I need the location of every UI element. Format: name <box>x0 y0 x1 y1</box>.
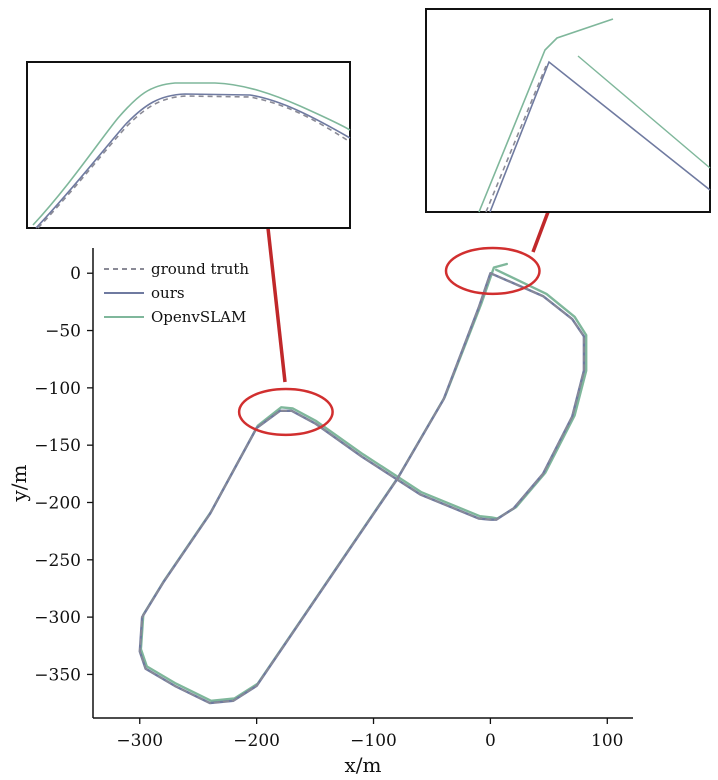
inset-origin-ours-line <box>489 60 711 213</box>
inset-peak-ground-truth-line <box>37 95 351 229</box>
inset-peak-openvslam-line <box>32 82 351 226</box>
y-ticks: 0 −50 −100 −150 −200 −250 −300 −350 <box>34 264 93 685</box>
inset-zoom-origin <box>425 8 711 213</box>
y-tick-label: −300 <box>34 608 81 628</box>
legend-label-ours: ours <box>151 284 185 302</box>
y-tick-label: −200 <box>34 493 81 513</box>
y-tick-label: −50 <box>45 322 81 342</box>
y-axis-title: y/m <box>7 464 31 502</box>
x-tick-label: −100 <box>350 731 397 751</box>
zoom-circles <box>237 246 541 437</box>
x-tick-label: 100 <box>591 731 623 751</box>
inset-peak-ours-line <box>35 93 351 229</box>
legend: ground truth ours OpenvSLAM <box>104 260 249 326</box>
y-tick-label: −100 <box>34 379 81 399</box>
legend-label-ground-truth: ground truth <box>151 260 249 278</box>
x-axis-title: x/m <box>345 753 382 777</box>
inset-zoom-peak <box>26 61 351 229</box>
x-ticks: −300 −200 −100 0 100 <box>116 718 624 751</box>
series-line-ours <box>138 272 586 705</box>
legend-label-openvslam: OpenvSLAM <box>151 308 246 326</box>
y-tick-label: −250 <box>34 551 81 571</box>
zoom-circle-1 <box>237 387 334 437</box>
series-group <box>138 262 588 705</box>
series-line-openvslam <box>139 262 588 702</box>
connector-line-origin <box>531 211 550 253</box>
y-tick-label: −150 <box>34 436 81 456</box>
y-tick-label: 0 <box>70 264 81 284</box>
y-tick-label: −350 <box>34 665 81 685</box>
inset-origin-openvslam-return-line <box>577 55 711 169</box>
connector-line-peak <box>266 227 287 383</box>
zoom-circle-2 <box>444 246 541 296</box>
series-line-ground-truth <box>139 272 585 704</box>
x-tick-label: −200 <box>233 731 280 751</box>
inset-origin-openvslam-line <box>478 18 614 213</box>
x-tick-label: −300 <box>116 731 163 751</box>
x-tick-label: 0 <box>485 731 496 751</box>
